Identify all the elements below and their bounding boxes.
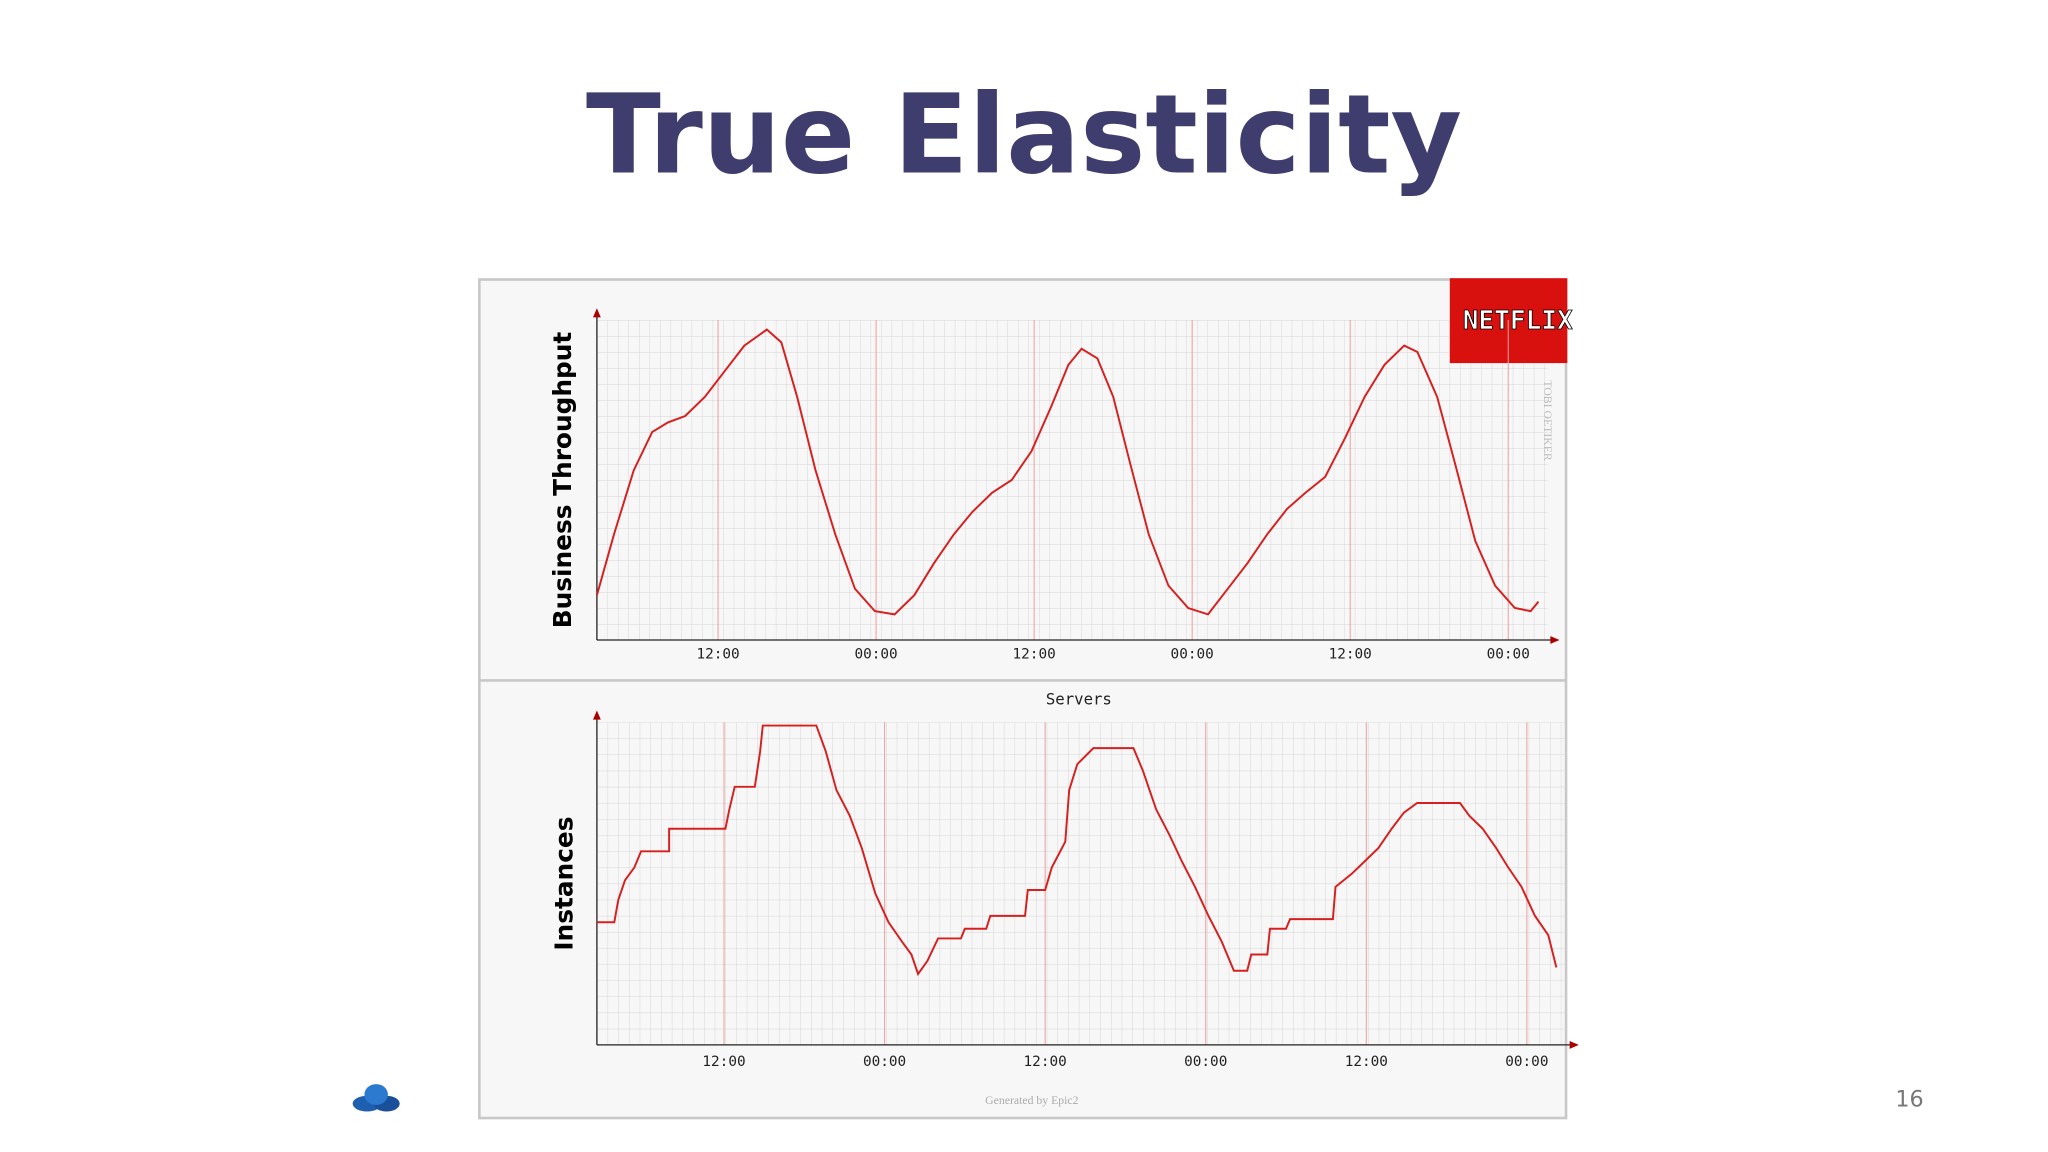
- x-tick-label: 00:00: [854, 646, 897, 662]
- watermark: TOBI OETIKER: [1541, 380, 1554, 461]
- data-line: [596, 724, 1558, 977]
- x-tick-label: 00:00: [1171, 646, 1214, 662]
- axis-arrow: [592, 710, 601, 720]
- plot-grid: [596, 722, 1567, 1045]
- slide-title: True Elasticity: [586, 70, 1462, 198]
- chart-title: Servers: [1046, 690, 1112, 709]
- x-tick-label: 00:00: [1487, 646, 1530, 662]
- y-axis-label: Business Throughput: [548, 332, 577, 629]
- y-axis-label: Instances: [550, 817, 579, 951]
- x-tick-label: 00:00: [1184, 1054, 1227, 1070]
- cloud-icon: [352, 1084, 400, 1112]
- x-tick-label: 12:00: [696, 646, 739, 662]
- axis-arrow: [1550, 636, 1560, 644]
- chart-footer: Generated by Epic2: [985, 1094, 1078, 1107]
- x-tick-label: 12:00: [1024, 1054, 1067, 1070]
- x-tick-label: 12:00: [1013, 646, 1056, 662]
- page-number: 16: [1895, 1086, 1923, 1112]
- x-tick-label: 00:00: [1505, 1054, 1548, 1070]
- logo: NETFLIX: [1463, 306, 1573, 336]
- x-tick-label: 12:00: [1329, 646, 1372, 662]
- data-line: [595, 328, 1540, 616]
- axis-arrow: [592, 308, 601, 318]
- axis-arrow: [1569, 1040, 1579, 1049]
- x-tick-label: 12:00: [1345, 1054, 1388, 1070]
- plot-grid: [596, 320, 1548, 640]
- x-tick-label: 00:00: [863, 1054, 906, 1070]
- x-tick-label: 12:00: [702, 1054, 745, 1070]
